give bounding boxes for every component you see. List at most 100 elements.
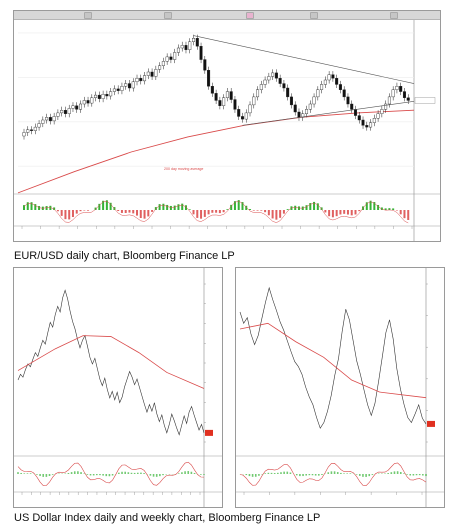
candle <box>278 78 282 84</box>
candle <box>320 84 324 90</box>
candle <box>30 129 34 131</box>
candle <box>252 96 256 106</box>
candle <box>195 38 199 47</box>
histogram-bar <box>60 210 63 216</box>
histogram-bar <box>373 202 376 210</box>
histogram-bar <box>350 210 353 216</box>
moving-average-line <box>17 109 415 194</box>
candle <box>203 59 207 71</box>
toolbar-button[interactable] <box>310 12 318 19</box>
eurusd-daily-chart: 200 day moving average <box>14 20 440 241</box>
price-line <box>239 286 427 429</box>
histogram-bar <box>418 474 421 476</box>
histogram-bar <box>355 474 358 475</box>
histogram-bar <box>86 474 89 475</box>
candle <box>282 83 286 89</box>
histogram-bar <box>330 471 333 474</box>
histogram-bar <box>149 474 152 476</box>
histogram-bar <box>140 472 142 474</box>
histogram-bar <box>121 471 123 474</box>
dxy-weekly-chart <box>236 268 444 507</box>
candle <box>90 97 94 104</box>
histogram-bar <box>89 474 92 476</box>
histogram-bar <box>273 473 276 474</box>
toolbar-button[interactable] <box>84 12 92 19</box>
candle <box>297 111 301 118</box>
histogram-bar <box>335 210 338 217</box>
histogram-bar <box>30 202 33 210</box>
histogram-bar <box>143 210 146 219</box>
histogram-bar <box>412 474 415 476</box>
histogram-bar <box>233 201 236 210</box>
histogram-bar <box>283 471 285 474</box>
indicator-line <box>239 462 427 486</box>
candle <box>222 97 226 106</box>
toolbar-button[interactable] <box>164 12 172 19</box>
candle <box>165 56 169 62</box>
histogram-bar <box>226 209 229 210</box>
histogram-bar <box>321 474 323 475</box>
candle <box>402 91 406 98</box>
toolbar-button[interactable] <box>390 12 398 19</box>
histogram-bar <box>365 474 367 477</box>
candle <box>372 118 376 123</box>
candle <box>346 96 350 105</box>
candle <box>169 56 173 60</box>
bottom-chart-caption: US Dollar Index daily and weekly chart, … <box>14 512 321 524</box>
histogram-bar <box>20 472 22 474</box>
histogram-bar <box>336 472 339 474</box>
histogram-bar <box>333 471 336 474</box>
histogram-bar <box>133 472 136 474</box>
histogram-bar <box>270 472 273 474</box>
histogram-bar <box>241 202 244 210</box>
histogram-bar <box>192 210 195 215</box>
histogram-bar <box>136 210 139 216</box>
histogram-bar <box>425 474 427 477</box>
histogram-bar <box>245 205 248 210</box>
histogram-bar <box>396 471 399 474</box>
histogram-bar <box>415 474 418 476</box>
candle <box>218 100 222 106</box>
histogram-bar <box>339 210 342 215</box>
histogram-bar <box>215 210 218 213</box>
histogram-bar <box>17 472 19 474</box>
candle <box>237 109 241 117</box>
histogram-bar <box>151 210 154 212</box>
histogram-bar <box>318 474 320 476</box>
histogram-bar <box>77 471 79 474</box>
histogram-bar <box>128 210 131 213</box>
histogram-bar <box>169 205 172 210</box>
histogram-bar <box>387 473 389 474</box>
candle <box>131 81 135 89</box>
candle <box>357 115 361 121</box>
histogram-bar <box>68 210 71 220</box>
candle <box>323 79 327 85</box>
histogram-bar <box>271 210 274 219</box>
toolbar-button[interactable] <box>246 12 254 19</box>
histogram-bar <box>158 204 161 210</box>
histogram-bar <box>71 210 74 218</box>
candle <box>263 79 267 85</box>
histogram-bar <box>130 472 133 474</box>
histogram-bar <box>264 473 267 474</box>
histogram-bar <box>34 204 37 210</box>
histogram-bar <box>406 474 408 475</box>
last-price-tag <box>427 420 435 427</box>
candle <box>176 47 180 53</box>
candle <box>289 96 293 106</box>
candle <box>150 71 154 77</box>
candle <box>94 94 98 98</box>
histogram-bar <box>23 473 26 474</box>
candle <box>406 97 410 101</box>
histogram-bar <box>275 210 278 220</box>
histogram-bar <box>162 203 165 210</box>
candle <box>124 83 128 87</box>
histogram-bar <box>308 474 311 476</box>
histogram-bar <box>56 210 59 212</box>
histogram-bar <box>64 210 67 220</box>
histogram-bar <box>190 471 193 474</box>
histogram-bar <box>299 474 301 477</box>
dxy-weekly-panel <box>235 267 445 508</box>
histogram-bar <box>407 210 410 220</box>
histogram-bar <box>371 474 374 475</box>
